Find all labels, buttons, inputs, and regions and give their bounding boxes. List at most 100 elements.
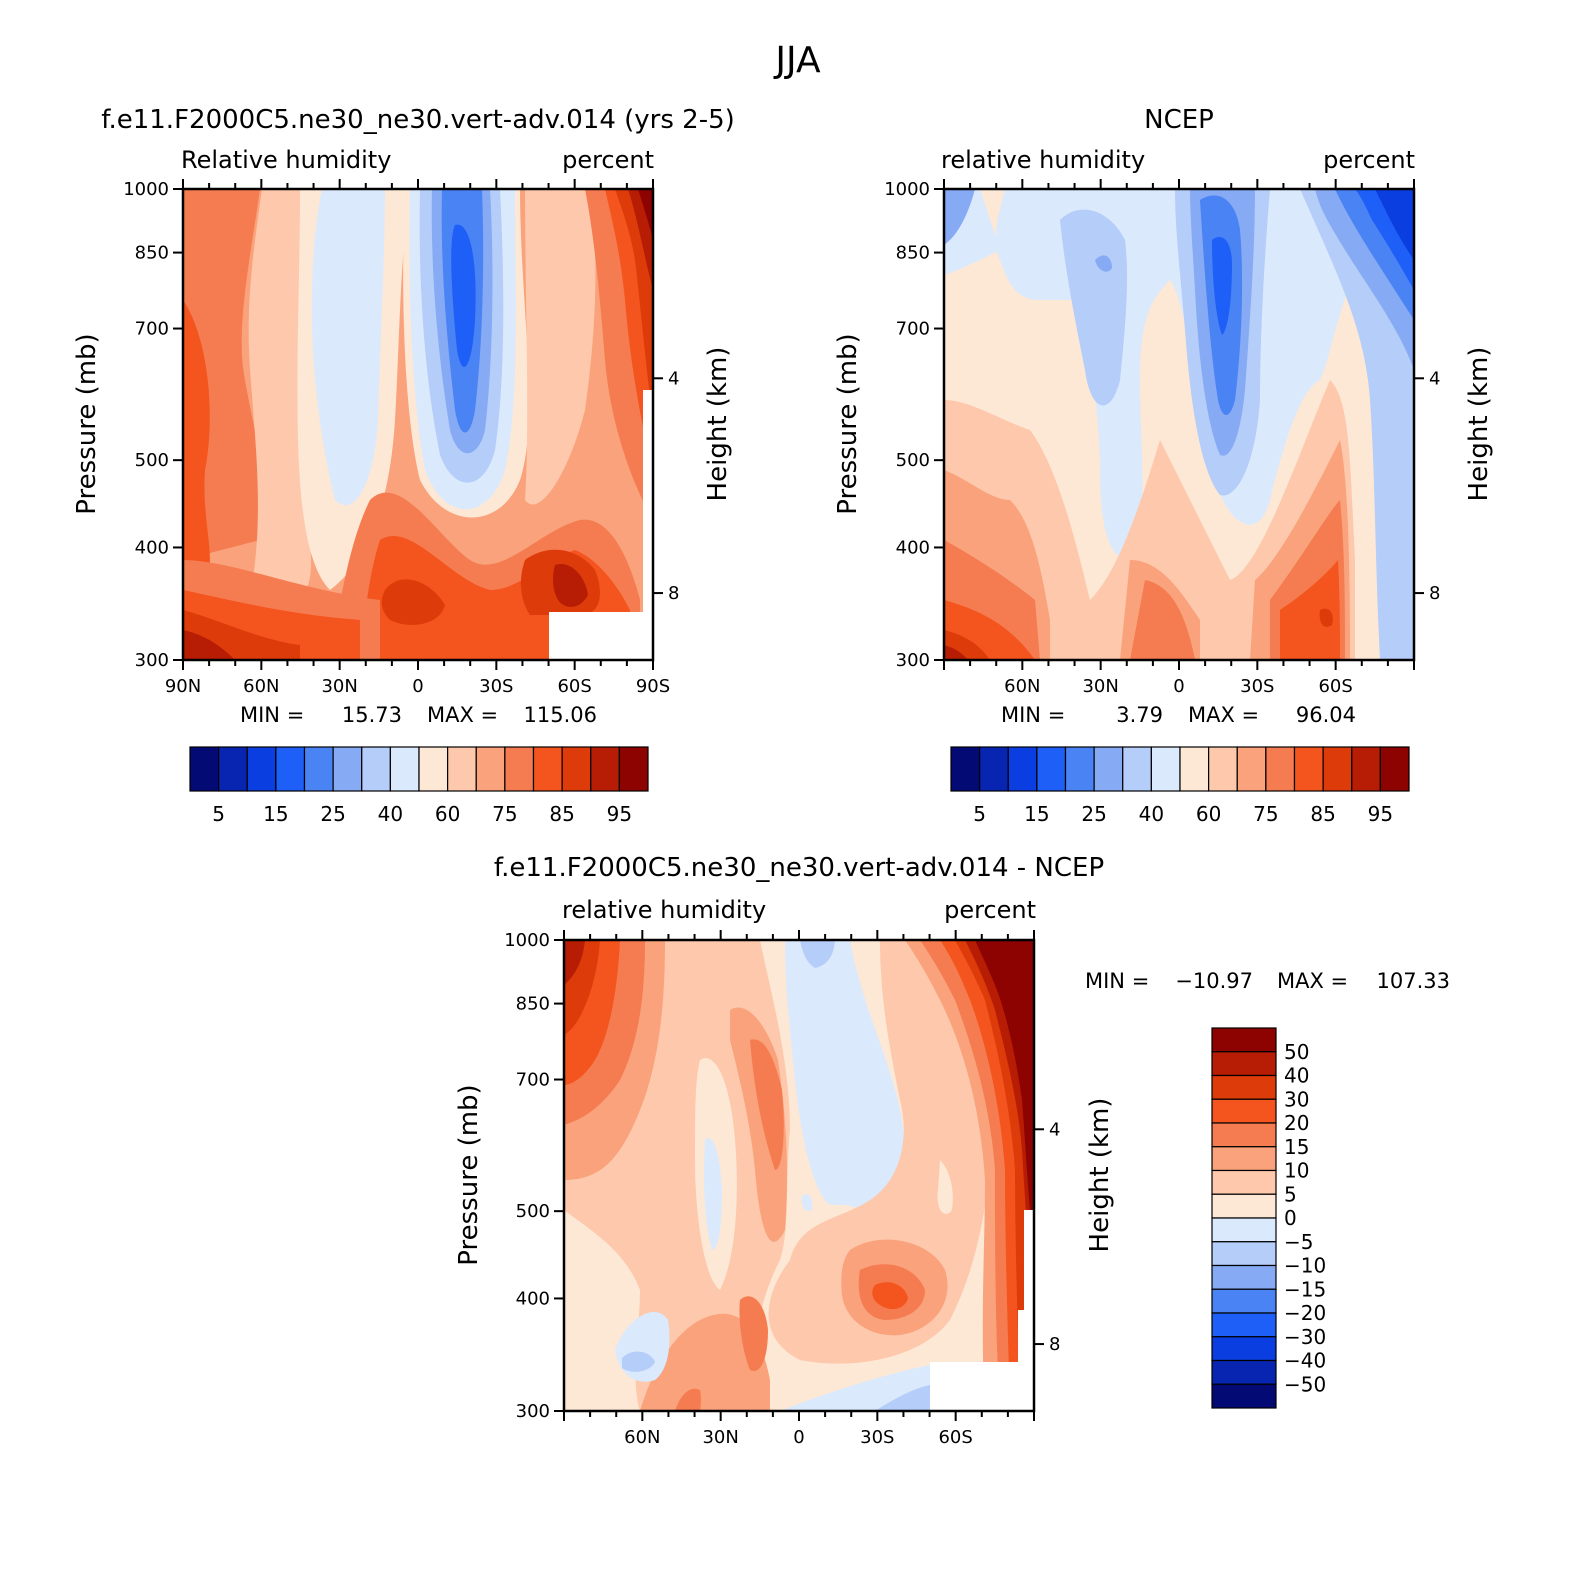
colorbar-label: 40 <box>1284 1064 1309 1088</box>
x-tick-label: 60S <box>938 1427 972 1448</box>
colorbar-swatch <box>1322 746 1353 792</box>
colorbar-swatch <box>950 746 981 792</box>
contour-fill <box>872 1282 908 1310</box>
contour-fill <box>785 940 906 1210</box>
colorbar-label: 5 <box>1284 1182 1297 1206</box>
y-axis-label: Pressure (mb) <box>72 333 102 514</box>
colorbar-swatch <box>1211 1312 1277 1338</box>
colorbar-label: 10 <box>1284 1159 1309 1183</box>
colorbar-label: −30 <box>1284 1325 1326 1349</box>
y-tick-label: 500 <box>896 450 930 471</box>
y-tick-label: 1000 <box>884 179 930 200</box>
y-tick-label: 1000 <box>504 930 550 951</box>
colorbar-swatch <box>1208 746 1238 792</box>
max-value: 96.04 <box>1296 703 1356 727</box>
contour-fill <box>875 1385 930 1411</box>
colorbar-swatch <box>1007 746 1038 792</box>
missing-data-region <box>1024 1210 1034 1362</box>
max-label: MAX = <box>1277 969 1348 993</box>
colorbar-label: 40 <box>1139 802 1164 826</box>
y2-tick-label: 4 <box>668 368 679 389</box>
y-tick-label: 850 <box>516 994 550 1015</box>
colorbar-label: 20 <box>1284 1111 1309 1135</box>
contour-fill <box>525 189 596 505</box>
colorbar-label: 75 <box>1253 802 1278 826</box>
colorbar-label: 25 <box>320 802 345 826</box>
min-label: MIN = <box>240 703 304 727</box>
colorbar-label: 95 <box>1368 802 1393 826</box>
panel-title: NCEP <box>1144 105 1214 135</box>
colorbar-swatch <box>1211 1241 1277 1267</box>
x-tick-label: 0 <box>412 676 423 697</box>
colorbar-swatch <box>389 746 420 792</box>
colorbar-swatch <box>1211 1359 1277 1385</box>
contour-fill <box>675 1388 701 1411</box>
colorbar-swatch <box>561 746 592 792</box>
colorbar-swatch <box>1236 746 1267 792</box>
colorbar-swatch <box>1064 746 1095 792</box>
colorbar-label: 75 <box>492 802 517 826</box>
left-string: Relative humidity <box>181 146 391 174</box>
colorbar-label: −20 <box>1284 1301 1326 1325</box>
contour-fill <box>750 1039 784 1170</box>
right-string: percent <box>562 146 654 174</box>
colorbar-swatch <box>1211 1146 1277 1172</box>
max-label: MAX = <box>427 703 498 727</box>
contour-fill <box>800 940 835 968</box>
y-tick-label: 700 <box>516 1070 550 1091</box>
x-tick-label: 30N <box>1082 676 1118 697</box>
colorbar-swatch <box>1211 1169 1277 1195</box>
contour-fill <box>640 1313 770 1411</box>
colorbar-swatch <box>1093 746 1124 792</box>
contour-fill <box>311 189 385 506</box>
colorbar-label: 95 <box>607 802 632 826</box>
x-tick-label: 30S <box>1240 676 1274 697</box>
axes: 300 400 500 700 850 1000 8 4 60N 30N 0 30S 60S <box>504 930 1060 1448</box>
colorbar-swatch <box>1211 1288 1277 1314</box>
max-value: 115.06 <box>524 703 597 727</box>
contour-fill <box>553 564 588 607</box>
colorbar-swatch <box>1211 1336 1277 1362</box>
x-tick-label: 30N <box>702 1427 738 1448</box>
colorbar-label: 40 <box>378 802 403 826</box>
colorbar-swatch <box>1179 746 1210 792</box>
contour-field <box>944 189 1414 660</box>
missing-data-region <box>930 1362 1034 1411</box>
colorbar-label: 85 <box>1310 802 1335 826</box>
colorbar-swatch <box>361 746 391 792</box>
colorbar-swatch <box>1211 1122 1277 1148</box>
contour-fill <box>1095 255 1112 272</box>
y2-tick-label: 8 <box>1049 1334 1060 1355</box>
colorbar-label: 15 <box>263 802 288 826</box>
x-tick-label: 60N <box>624 1427 660 1448</box>
x-tick-label: 60N <box>1004 676 1040 697</box>
min-value: −10.97 <box>1175 969 1253 993</box>
left-string: relative humidity <box>941 146 1145 174</box>
contour-fill <box>1375 189 1414 260</box>
contour-fill <box>944 645 968 660</box>
colorbar-swatch <box>1351 746 1381 792</box>
y-tick-label: 700 <box>135 319 169 340</box>
x-tick-label: 90S <box>636 676 670 697</box>
y-tick-label: 400 <box>896 537 930 558</box>
colorbar-swatch <box>1293 746 1324 792</box>
colorbar-label: 15 <box>1024 802 1049 826</box>
contour-fill <box>1212 237 1232 335</box>
colorbar-swatch <box>275 746 306 792</box>
colorbar-swatch <box>1211 1217 1277 1243</box>
y-tick-label: 300 <box>135 650 169 671</box>
colorbar-swatch <box>1211 1051 1277 1077</box>
contour-fill <box>183 630 235 660</box>
colorbar-swatch <box>218 746 248 792</box>
colorbar-swatch <box>475 746 506 792</box>
colorbar-label: 5 <box>973 802 986 826</box>
contour-fill <box>183 300 210 600</box>
colorbar-label: 5 <box>212 802 225 826</box>
contour-fill <box>801 1193 813 1212</box>
contour-fill <box>1060 209 1128 406</box>
x-tick-label: 30N <box>321 676 357 697</box>
colorbar-swatch <box>1211 1098 1277 1124</box>
y-tick-label: 700 <box>896 319 930 340</box>
colorbar-swatch <box>1211 1027 1277 1053</box>
